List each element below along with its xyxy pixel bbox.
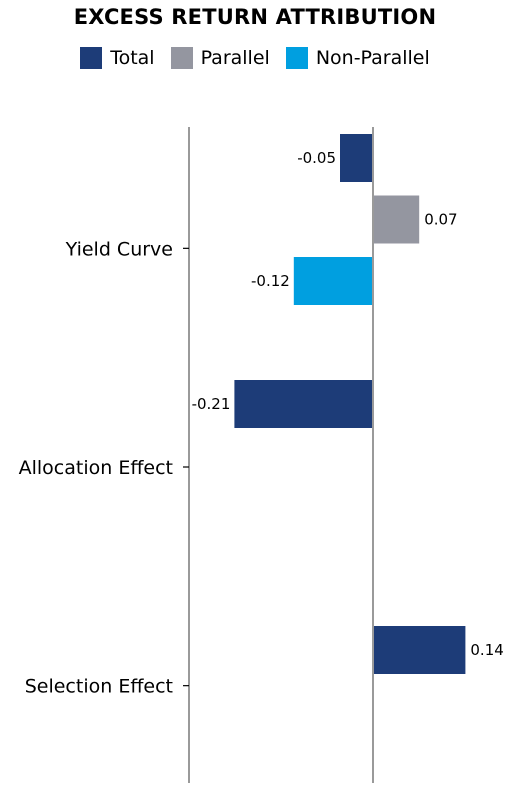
bar-total xyxy=(373,626,466,674)
legend-swatch-non-parallel xyxy=(285,47,308,69)
data-label: -0.21 xyxy=(192,395,231,413)
legend-label-non-parallel: Non-Parallel xyxy=(315,47,430,69)
legend-item-total: Total xyxy=(80,47,155,69)
bar-total xyxy=(340,134,373,182)
bar-parallel xyxy=(373,195,420,244)
bar-total xyxy=(234,380,373,428)
data-label: 0.07 xyxy=(424,211,457,229)
legend-swatch-total xyxy=(80,47,103,69)
legend-swatch-parallel xyxy=(170,47,193,69)
legend: Total Parallel Non-Parallel xyxy=(0,44,510,72)
legend-item-parallel: Parallel xyxy=(170,47,270,69)
data-label: 0.14 xyxy=(470,641,503,659)
bar-non-parallel xyxy=(293,257,373,305)
legend-label-parallel: Parallel xyxy=(200,47,270,69)
data-label: -0.12 xyxy=(251,272,290,290)
category-label: Selection Effect xyxy=(25,676,173,698)
data-label: -0.05 xyxy=(297,149,336,167)
category-label: Allocation Effect xyxy=(19,457,173,479)
chart-title: EXCESS RETURN ATTRIBUTION xyxy=(73,5,437,29)
legend-label-total: Total xyxy=(110,47,155,69)
legend-item-non-parallel: Non-Parallel xyxy=(285,47,430,69)
category-label: Yield Curve xyxy=(65,238,173,260)
